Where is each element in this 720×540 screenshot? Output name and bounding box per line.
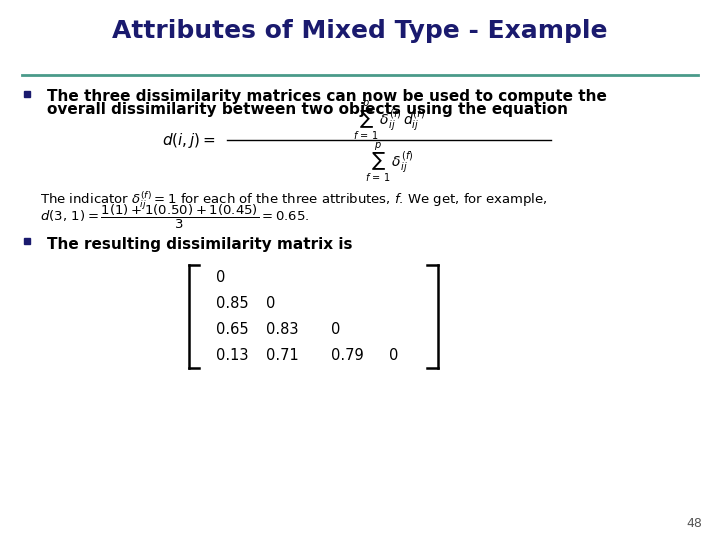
Text: The indicator $\delta_{ij}^{(f)}= 1$ for each of the three attributes, $f$. We g: The indicator $\delta_{ij}^{(f)}= 1$ for…	[40, 190, 547, 212]
Text: 0: 0	[389, 348, 398, 363]
Text: 0.85: 0.85	[216, 296, 248, 311]
Text: overall dissimilarity between two objects using the equation: overall dissimilarity between two object…	[47, 102, 568, 117]
Text: 0.13: 0.13	[216, 348, 248, 363]
Text: 0.65: 0.65	[216, 322, 248, 337]
Text: The resulting dissimilarity matrix is: The resulting dissimilarity matrix is	[47, 237, 352, 252]
Text: Attributes of Mixed Type - Example: Attributes of Mixed Type - Example	[112, 19, 608, 43]
Text: 48: 48	[686, 517, 702, 530]
Text: $\sum_{f\,=\,1}^{p}\,\delta_{ij}^{(f)}$: $\sum_{f\,=\,1}^{p}\,\delta_{ij}^{(f)}$	[364, 140, 413, 184]
Text: $\sum_{f\,=\,1}^{p}\,\delta_{ij}^{(f)}\,d_{ij}^{(f)}$: $\sum_{f\,=\,1}^{p}\,\delta_{ij}^{(f)}\,…	[353, 98, 425, 141]
Text: 0.83: 0.83	[266, 322, 299, 337]
Text: 0: 0	[266, 296, 276, 311]
Text: 0.71: 0.71	[266, 348, 299, 363]
Text: The three dissimilarity matrices can now be used to compute the: The three dissimilarity matrices can now…	[47, 89, 607, 104]
Text: $d(3,\,1) = \dfrac{1(1)+1(0.50)+1(0.45)}{3} = 0.65.$: $d(3,\,1) = \dfrac{1(1)+1(0.50)+1(0.45)}…	[40, 203, 309, 231]
Text: 0: 0	[331, 322, 341, 337]
Text: 0.79: 0.79	[331, 348, 364, 363]
Text: $d(i,j)=$: $d(i,j)=$	[162, 131, 216, 150]
Text: 0: 0	[216, 270, 225, 285]
